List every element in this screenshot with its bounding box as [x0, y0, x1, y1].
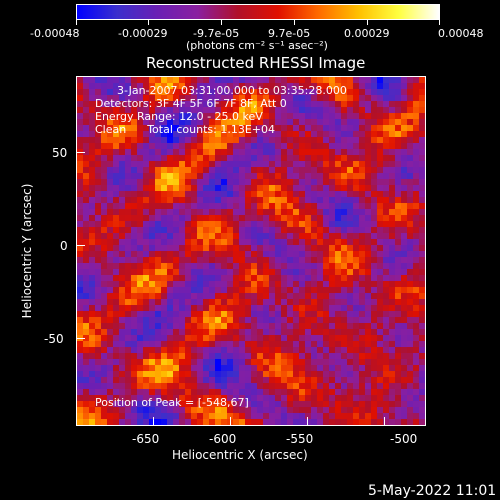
y-axis-tick — [77, 152, 85, 153]
image-plot: 3-Jan-2007 03:31:00.000 to 03:35:28.000 … — [76, 76, 426, 426]
reconstructed-image — [77, 77, 425, 425]
colorbar-tick-label: -0.00048 — [30, 27, 80, 40]
colorbar-tick-label: 0.00029 — [344, 27, 390, 40]
colorbar-tick — [367, 20, 368, 25]
colorbar-tick — [221, 20, 222, 25]
y-axis-tick-label: 50 — [52, 146, 68, 160]
x-axis-tick — [153, 417, 154, 425]
info-detectors: Detectors: 3F 4F 5F 6F 7F 8F, Att 0 — [95, 97, 287, 110]
y-axis-tick — [77, 245, 85, 246]
colorbar-units-label: (photons cm⁻² s⁻¹ asec⁻²) — [186, 39, 328, 52]
colorbar-tick — [294, 20, 295, 25]
x-axis-tick — [307, 417, 308, 425]
image-title: Reconstructed RHESSI Image — [146, 54, 366, 72]
y-axis-tick-label: -50 — [44, 332, 64, 346]
y-axis-tick — [77, 338, 85, 339]
colorbar-tick-label: -9.7e-05 — [193, 27, 240, 40]
info-time-range: 3-Jan-2007 03:31:00.000 to 03:35:28.000 — [117, 84, 347, 97]
x-axis-label: Heliocentric X (arcsec) — [172, 448, 308, 462]
x-axis-tick-label: -500 — [390, 432, 418, 446]
colorbar-tick — [148, 20, 149, 25]
colorbar-tick — [76, 20, 77, 25]
info-energy-range: Energy Range: 12.0 - 25.0 keV — [95, 110, 263, 123]
colorbar-tick-label: -0.00029 — [118, 27, 168, 40]
x-axis-tick-label: -650 — [132, 432, 160, 446]
colorbar-tick-label: 0.00048 — [438, 27, 484, 40]
footer-timestamp: 5-May-2022 11:01 — [368, 483, 497, 499]
info-method-counts: Clean Total counts: 1.13E+04 — [95, 123, 276, 136]
x-axis-tick — [384, 417, 385, 425]
colorbar-tick — [439, 20, 440, 25]
colorbar — [76, 4, 440, 20]
x-axis-tick — [230, 417, 231, 425]
y-axis-tick-label: 0 — [60, 239, 68, 253]
y-axis-label: Heliocentric Y (arcsec) — [20, 183, 34, 319]
colorbar-tick-label: 9.7e-05 — [268, 27, 311, 40]
x-axis-tick-label: -550 — [286, 432, 314, 446]
peak-position-label: Position of Peak = [-548,67] — [95, 396, 249, 409]
x-axis-tick-label: -600 — [209, 432, 237, 446]
